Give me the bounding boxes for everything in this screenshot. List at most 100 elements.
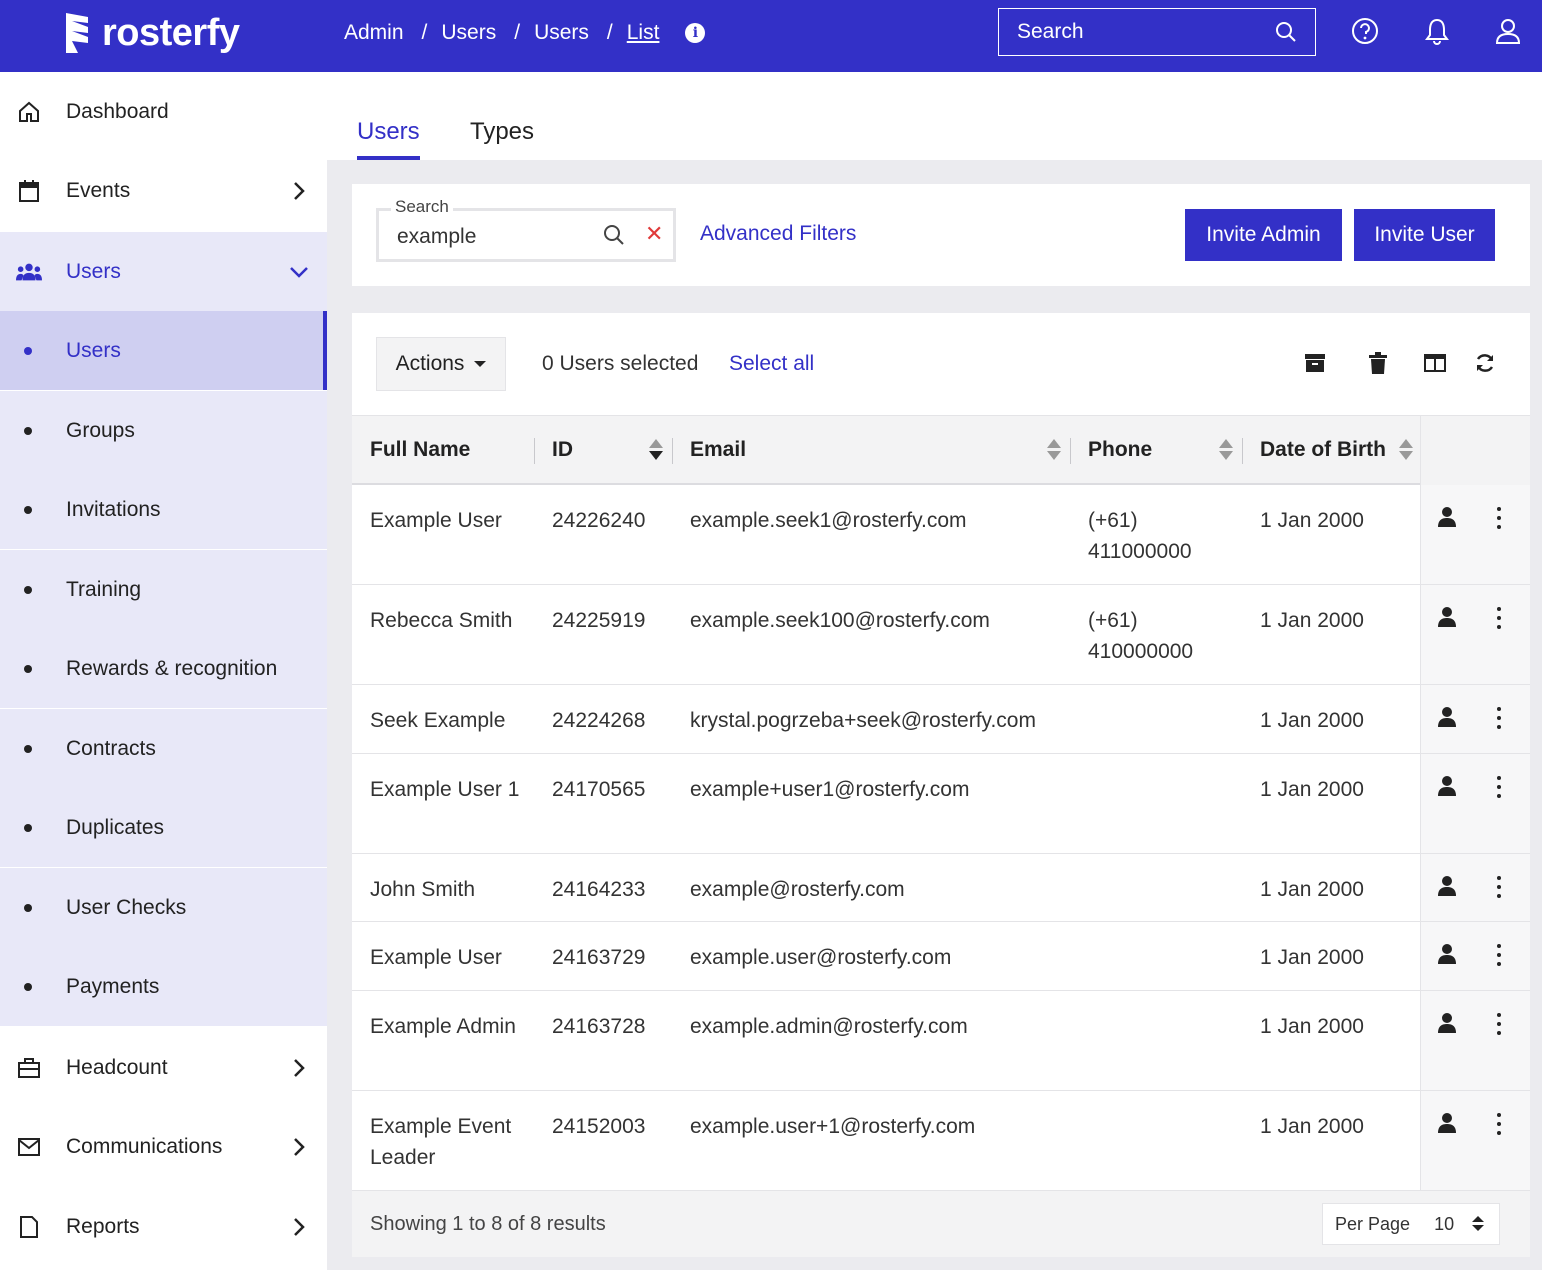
trash-icon[interactable] xyxy=(1366,351,1390,375)
cell-id: 24224268 xyxy=(552,709,646,732)
view-user-icon[interactable] xyxy=(1437,774,1457,798)
row-actions xyxy=(1420,485,1530,584)
archive-icon[interactable] xyxy=(1303,351,1327,375)
column-header-full-name[interactable]: Full Name xyxy=(370,438,471,461)
tab-types[interactable]: Types xyxy=(470,118,535,145)
cell-id: 24163729 xyxy=(552,946,646,969)
sort-icon[interactable] xyxy=(1047,439,1061,461)
sort-desc-icon[interactable] xyxy=(649,439,663,461)
advanced-filters-link[interactable]: Advanced Filters xyxy=(700,222,857,245)
sidebar-item-reports[interactable]: Reports xyxy=(0,1187,327,1266)
logo[interactable]: rosterfy xyxy=(64,8,240,58)
breadcrumb-separator: / xyxy=(514,21,521,44)
column-header-phone[interactable]: Phone xyxy=(1088,438,1153,461)
table-row[interactable]: Example User 24226240 example.seek1@roster… xyxy=(352,485,1530,585)
refresh-icon[interactable] xyxy=(1473,351,1497,375)
table-row[interactable]: Seek Example 24224268 krystal.pogrzeba+see… xyxy=(352,685,1530,754)
tab-users[interactable]: Users xyxy=(357,118,420,160)
view-user-icon[interactable] xyxy=(1437,942,1457,966)
breadcrumb-separator: / xyxy=(606,21,613,44)
more-options-icon[interactable] xyxy=(1495,707,1503,729)
more-options-icon[interactable] xyxy=(1495,944,1503,966)
search-icon[interactable] xyxy=(1275,21,1297,43)
view-user-icon[interactable] xyxy=(1437,705,1457,729)
sidebar-item-events[interactable]: Events xyxy=(0,151,327,230)
sidebar-subitem-users[interactable]: Users xyxy=(0,311,327,390)
sidebar-subitem-payments[interactable]: Payments xyxy=(0,947,327,1026)
column-header-email[interactable]: Email xyxy=(690,438,747,461)
search-label: Search xyxy=(391,197,453,217)
breadcrumb-list[interactable]: List xyxy=(626,21,660,44)
sidebar-subitem-training[interactable]: Training xyxy=(0,550,327,629)
view-user-icon[interactable] xyxy=(1437,605,1457,629)
invite-admin-button[interactable]: Invite Admin xyxy=(1185,209,1342,261)
view-user-icon[interactable] xyxy=(1437,1111,1457,1135)
sidebar-item-users[interactable]: Users xyxy=(0,232,327,311)
sidebar-subitem-groups[interactable]: Groups xyxy=(0,391,327,470)
sidebar-item-communications[interactable]: Communications xyxy=(0,1107,327,1186)
cell-full-name: Rebecca Smith xyxy=(370,609,513,632)
sidebar-subitem-duplicates[interactable]: Duplicates xyxy=(0,788,327,867)
breadcrumb-users-sub[interactable]: Users xyxy=(534,21,589,44)
cell-email: example@rosterfy.com xyxy=(690,878,905,901)
cell-id: 24164233 xyxy=(552,878,646,901)
row-actions xyxy=(1420,754,1530,853)
table-row[interactable]: Example User 1 24170565 example+user1@rost… xyxy=(352,754,1530,854)
cell-date-of-birth: 1 Jan 2000 xyxy=(1260,778,1364,801)
sidebar-subitem-invitations[interactable]: Invitations xyxy=(0,470,327,549)
user-search-field[interactable]: Search example ✕ xyxy=(376,197,676,262)
more-options-icon[interactable] xyxy=(1495,1113,1503,1135)
user-icon[interactable] xyxy=(1493,16,1523,46)
more-options-icon[interactable] xyxy=(1495,876,1503,898)
column-divider xyxy=(1242,438,1243,464)
chevron-right-icon xyxy=(288,1057,310,1079)
view-user-icon[interactable] xyxy=(1437,874,1457,898)
bullet xyxy=(24,426,32,435)
bullet xyxy=(24,664,32,673)
rosterfy-logo-icon xyxy=(66,13,88,53)
search-input[interactable]: example xyxy=(397,225,477,248)
sidebar-subitem-label: Users xyxy=(66,338,121,362)
more-options-icon[interactable] xyxy=(1495,776,1503,798)
caret-down-icon xyxy=(474,361,487,367)
sidebar-subitem-user-checks[interactable]: User Checks xyxy=(0,868,327,947)
cell-date-of-birth: 1 Jan 2000 xyxy=(1260,709,1364,732)
more-options-icon[interactable] xyxy=(1495,1013,1503,1035)
bell-icon[interactable] xyxy=(1422,16,1452,46)
breadcrumb-admin[interactable]: Admin xyxy=(344,21,404,44)
results-summary: Showing 1 to 8 of 8 results xyxy=(370,1213,606,1235)
global-search-input[interactable]: Search xyxy=(998,8,1316,56)
table-row[interactable]: Example User 24163729 example.user@rosterf… xyxy=(352,922,1530,991)
sidebar-subitem-label: Duplicates xyxy=(66,815,165,839)
cell-phone: (+61) 410000000 xyxy=(1088,609,1194,663)
column-divider xyxy=(672,438,673,464)
actions-dropdown[interactable]: Actions xyxy=(376,337,506,391)
per-page-select[interactable]: Per Page 10 xyxy=(1322,1203,1500,1245)
columns-icon[interactable] xyxy=(1423,351,1447,375)
select-all-link[interactable]: Select all xyxy=(729,352,815,375)
table-row[interactable]: John Smith 24164233 example@rosterfy.com 1 … xyxy=(352,854,1530,922)
info-icon[interactable]: i xyxy=(685,23,706,43)
clear-search-icon[interactable]: ✕ xyxy=(645,221,664,246)
search-icon[interactable] xyxy=(603,224,625,246)
column-header-id[interactable]: ID xyxy=(552,438,573,461)
sort-icon[interactable] xyxy=(1399,439,1413,461)
more-options-icon[interactable] xyxy=(1495,607,1503,629)
sidebar-subitem-contracts[interactable]: Contracts xyxy=(0,709,327,788)
breadcrumb-users[interactable]: Users xyxy=(441,21,497,44)
help-icon[interactable] xyxy=(1350,16,1380,46)
more-options-icon[interactable] xyxy=(1495,507,1503,529)
sidebar-item-dashboard[interactable]: Dashboard xyxy=(0,72,327,151)
column-header-date-of-birth[interactable]: Date of Birth xyxy=(1260,438,1386,461)
table-row[interactable]: Rebecca Smith 24225919 example.seek100@ros… xyxy=(352,585,1530,685)
view-user-icon[interactable] xyxy=(1437,505,1457,529)
invite-user-button[interactable]: Invite User xyxy=(1354,209,1495,261)
view-user-icon[interactable] xyxy=(1437,1011,1457,1035)
sidebar-subitem-rewards[interactable]: Rewards & recognition xyxy=(0,629,327,708)
table-toolbar: Actions 0 Users selected Select all xyxy=(352,313,1530,415)
table-row[interactable]: Example Event Leader 24152003 example.user… xyxy=(352,1091,1530,1191)
sort-icon[interactable] xyxy=(1219,439,1233,461)
table-row[interactable]: Example Admin 24163728 example.admin@roste… xyxy=(352,991,1530,1091)
sidebar-item-headcount[interactable]: Headcount xyxy=(0,1028,327,1107)
cell-full-name: Seek Example xyxy=(370,709,506,732)
